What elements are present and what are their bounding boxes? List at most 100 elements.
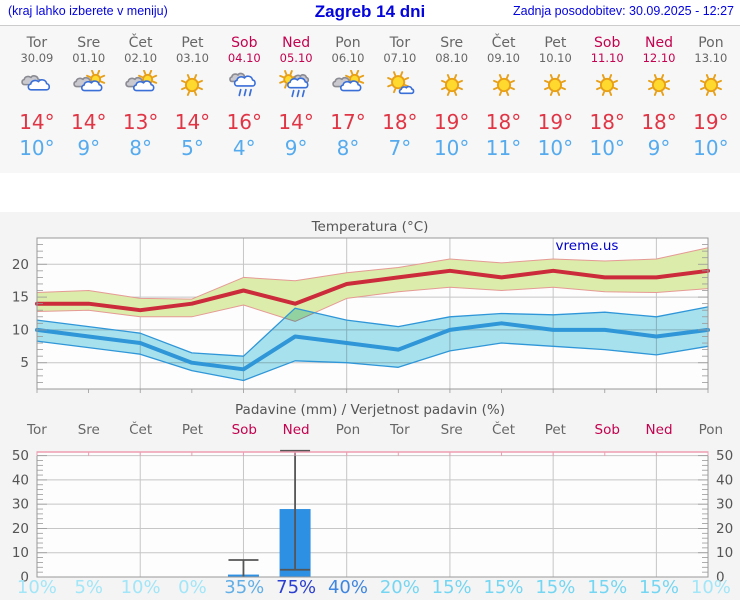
rain-icon [229, 72, 257, 97]
day-name: Sre [440, 35, 464, 51]
day-date: 01.10 [72, 51, 106, 65]
degree-mark: ° [660, 136, 671, 160]
day-low-temp: 5° [181, 136, 204, 160]
precip-day-label: Tor [389, 422, 410, 438]
degree-mark: ° [511, 110, 522, 134]
day-column[interactable]: Pon 13.10 19° 10° [685, 26, 737, 160]
day-column[interactable]: Tor 30.09 14° 10° [11, 26, 63, 160]
day-column[interactable]: Sre 08.10 19° 10° [426, 26, 478, 160]
day-column[interactable]: Pet 10.10 19° 10° [529, 26, 581, 160]
day-column[interactable]: Ned 12.10 18° 9° [633, 26, 685, 160]
day-low-temp: 10° [589, 136, 625, 160]
day-low-temp: 4° [232, 136, 256, 160]
precip-probability: 10% [120, 577, 161, 598]
day-column[interactable]: Tor 07.10 18° 7° [374, 26, 426, 160]
temperature-chart: 5 10 15 20 [12, 237, 710, 393]
day-column[interactable]: Čet 09.10 18° 11° [478, 26, 530, 160]
day-name: Čet [128, 35, 153, 51]
partly-cloudy-icon [124, 69, 157, 92]
day-low-temp: 11° [485, 136, 522, 160]
day-date: 02.10 [124, 51, 158, 65]
day-columns-row: Tor 30.09 14° 10° Sre 01.10 14° 9° Čet 02.10 13° 8°… [11, 26, 737, 160]
precip-probability: 15% [483, 577, 524, 598]
sunny-icon [181, 74, 204, 96]
degree-mark: ° [297, 136, 308, 160]
degree-mark: ° [349, 136, 360, 160]
day-name: Tor [389, 35, 411, 51]
precip-day-label: Sre [440, 422, 463, 438]
sunny-icon [699, 74, 722, 96]
precip-axis-label-left: 20 [12, 521, 29, 537]
day-column[interactable]: Sob 11.10 18° 10° [581, 26, 633, 160]
day-date: 05.10 [279, 51, 313, 65]
degree-mark: ° [303, 110, 314, 134]
precip-probability: 15% [639, 577, 680, 598]
precip-probability: 20% [379, 577, 420, 598]
day-high-temp: 18° [382, 110, 418, 134]
sunny-icon [648, 74, 671, 96]
day-column[interactable]: Pon 06.10 17° 8° [322, 26, 374, 160]
day-high-temp: 18° [485, 110, 522, 134]
precip-probability: 10% [690, 577, 731, 598]
day-column[interactable]: Ned 05.10 14° 9° [270, 26, 322, 160]
vreme-watermark[interactable]: vreme.us [555, 238, 619, 254]
precip-axis-label-right: 0 [716, 570, 725, 586]
sun-rain-icon [279, 70, 310, 98]
day-column[interactable]: Sob 04.10 16° 4° [218, 26, 270, 160]
precip-day-label: Ned [645, 422, 673, 438]
precip-axis-label-left: 10 [12, 545, 29, 561]
day-column[interactable]: Pet 03.10 14° 5° [167, 26, 219, 160]
temp-axis-label: 15 [12, 290, 29, 306]
sunny-icon [596, 74, 619, 96]
degree-mark: ° [459, 136, 470, 160]
degree-mark: ° [96, 110, 107, 134]
temp-axis-label: 5 [20, 355, 29, 371]
degree-mark: ° [614, 136, 625, 160]
degree-mark: ° [563, 136, 574, 160]
day-date: 09.10 [487, 51, 520, 65]
precip-axis-label-right: 50 [716, 448, 733, 464]
precip-probability: 15% [587, 577, 628, 598]
degree-mark: ° [141, 136, 152, 160]
day-name: Sre [77, 35, 101, 51]
precip-axis-label-left: 0 [20, 570, 29, 586]
day-column[interactable]: Sre 01.10 14° 9° [63, 26, 115, 160]
precip-day-label: Ned [282, 422, 310, 438]
precip-day-label: Pon [698, 422, 724, 438]
precip-day-label: Pet [181, 422, 204, 438]
precip-probability: 75% [276, 577, 317, 598]
degree-mark: ° [459, 110, 470, 134]
degree-mark: ° [666, 110, 677, 134]
sunny-icon [492, 74, 515, 96]
precip-day-labels-row: Tor Sre Čet Pet Sob Ned Pon Tor Sre Čet Pet Sob Ned P… [11, 422, 737, 438]
precip-day-label: Pet [544, 422, 566, 438]
day-name: Čet [491, 35, 516, 51]
day-name: Pet [544, 35, 567, 51]
precipitation-chart-title: Padavine (mm) / Verjetnost padavin (%) [235, 402, 505, 418]
day-low-temp: 7° [388, 136, 412, 160]
last-updated: Zadnja posodobitev: 30.09.2025 - 12:27 [512, 4, 734, 18]
precip-probability: 5% [74, 577, 104, 598]
day-name: Ned [645, 35, 674, 51]
day-date: 03.10 [175, 51, 209, 65]
day-low-temp: 8° [336, 136, 360, 160]
day-date: 12.10 [642, 51, 676, 65]
day-high-temp: 16° [226, 110, 263, 134]
degree-mark: ° [718, 136, 729, 160]
day-high-temp: 14° [174, 110, 211, 134]
degree-mark: ° [245, 136, 256, 160]
day-low-temp: 9° [284, 136, 308, 160]
day-low-temp: 8° [129, 136, 152, 160]
degree-mark: ° [148, 110, 159, 134]
sunny-icon [544, 74, 567, 96]
header-hint: (kraj lahko izberete v meniju) [8, 4, 168, 18]
day-high-temp: 13° [122, 110, 159, 134]
precip-day-label: Sre [77, 422, 100, 438]
day-column[interactable]: Čet 02.10 13° 8° [115, 26, 167, 160]
day-low-temp: 10° [19, 136, 55, 160]
day-high-temp: 19° [433, 110, 470, 134]
day-name: Sob [231, 35, 258, 51]
day-date: 10.10 [538, 51, 572, 65]
precip-axis-label-right: 20 [716, 521, 733, 537]
